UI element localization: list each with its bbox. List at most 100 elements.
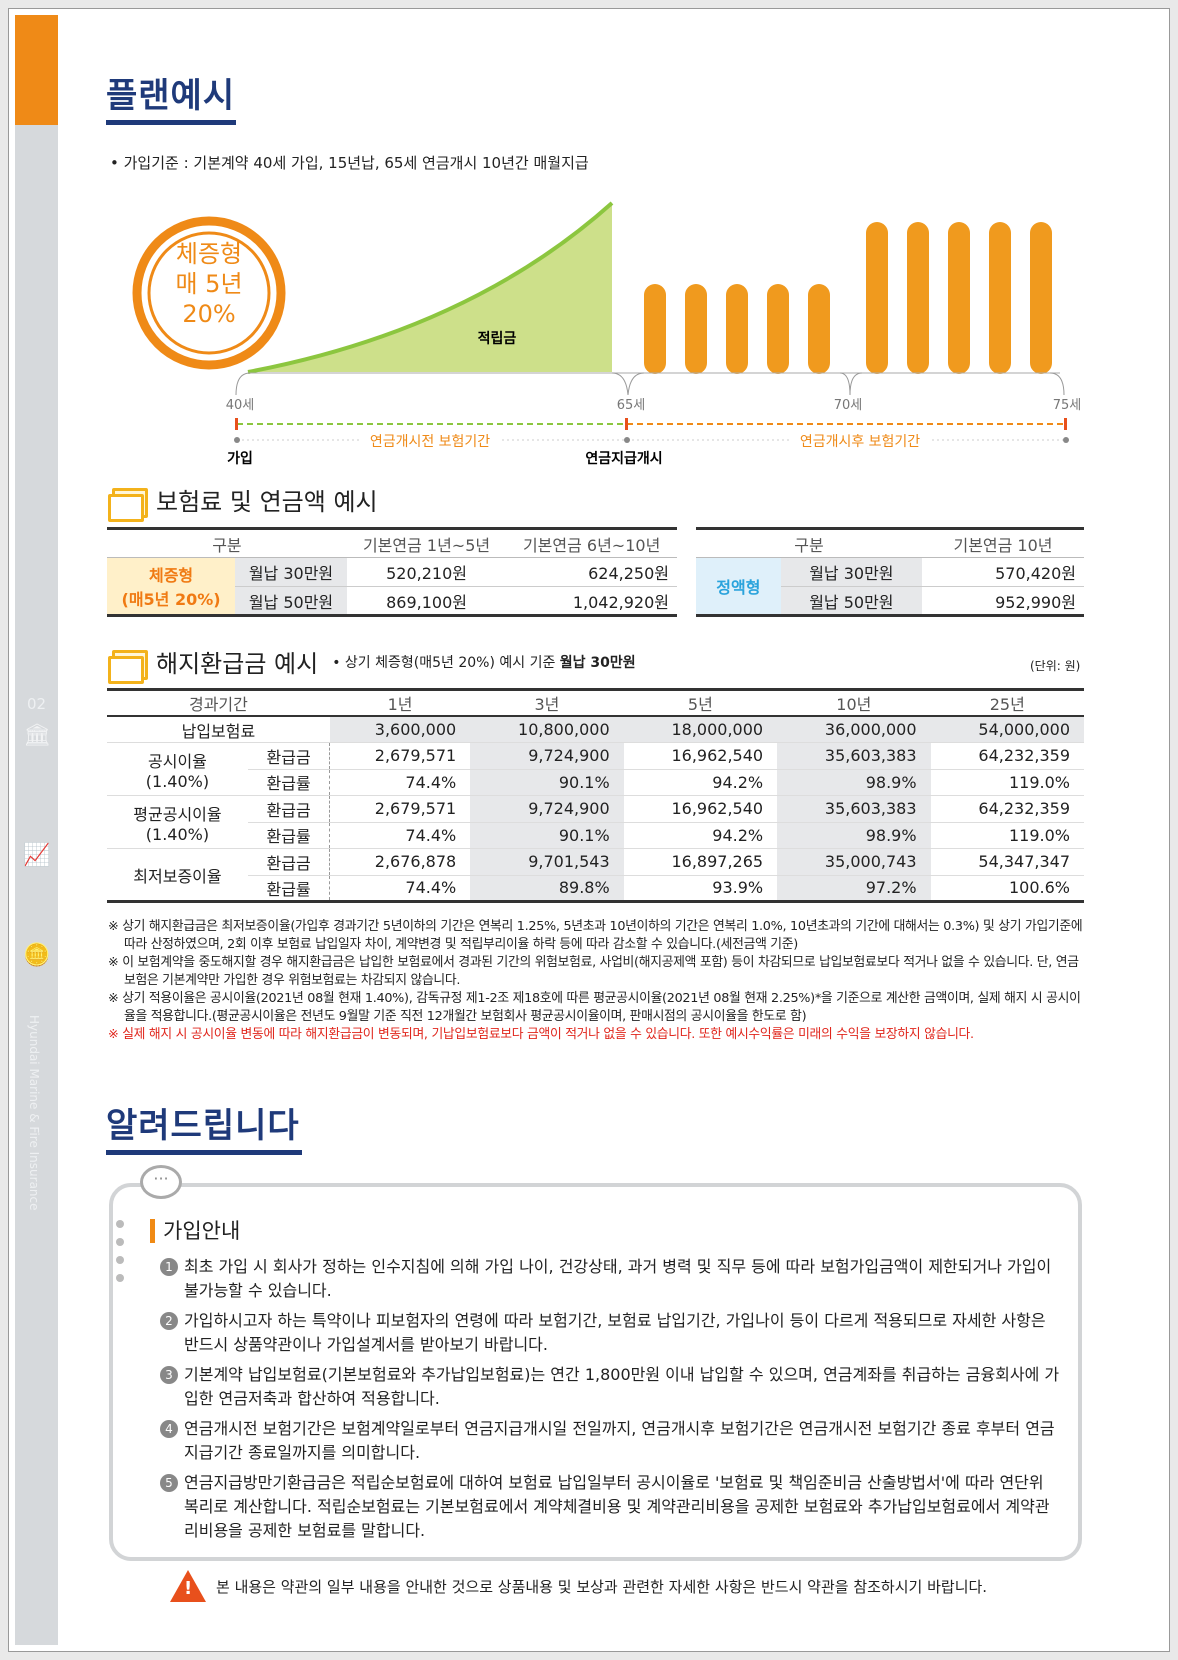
warning-icon: ! bbox=[170, 1570, 206, 1602]
premium-table-increasing: 구분 기본연금 1년~5년 기본연금 6년~10년 체증형 (매5년 20%) 월납 … bbox=[107, 527, 677, 617]
type-badge: 체증형 매 5년 20% bbox=[132, 216, 286, 370]
bar bbox=[685, 284, 707, 374]
table-cell: 16,897,265 bbox=[623, 848, 778, 876]
table-cell: 10년 bbox=[777, 689, 931, 717]
table-cell: 2,679,571 bbox=[329, 795, 471, 823]
side-tab-bar: 02 🏛 📈 🪙 Hyundai Marine & Fire Insurance bbox=[15, 15, 58, 1645]
page-number: 02 bbox=[26, 695, 47, 713]
period-after-label: 연금개시후 보험기간 bbox=[800, 434, 920, 450]
folder-icon bbox=[108, 484, 148, 522]
premium-table-fixed: 구분 기본연금 10년 정액형 월납 30만원 570,420원 월납 50만원 95… bbox=[696, 527, 1084, 617]
table-cell: 54,347,347 bbox=[930, 848, 1084, 876]
age-40: 40세 bbox=[226, 398, 255, 413]
bar bbox=[644, 284, 666, 374]
list-item: 5 연금지급방만기환급금은 적립순보험료에 대하여 보험료 납입일부터 공시이율로… bbox=[160, 1471, 1060, 1543]
table-cell: 1년 bbox=[329, 689, 471, 717]
annuity-bars bbox=[644, 222, 1052, 374]
table-cell: 월납 50만원 bbox=[235, 586, 347, 616]
table-cell: 94.2% bbox=[623, 822, 778, 849]
badge-line-3: 20% bbox=[182, 300, 235, 328]
table-cell: 구분 bbox=[107, 528, 347, 558]
table-cell: 납입보험료 bbox=[107, 716, 330, 743]
table-cell: 74.4% bbox=[329, 875, 471, 902]
notice-list: 1 최초 가입 시 회사가 정하는 인수지침에 의해 가입 나이, 건강상태, 과… bbox=[160, 1255, 1060, 1549]
table-cell: 9,724,900 bbox=[470, 742, 624, 770]
bar bbox=[907, 222, 929, 374]
table-cell: 36,000,000 bbox=[777, 716, 931, 743]
table-cell: 119.0% bbox=[930, 769, 1084, 796]
milestone-join: 가입 bbox=[227, 451, 253, 467]
number-badge: 2 bbox=[160, 1312, 178, 1330]
table-cell: 월납 50만원 bbox=[780, 586, 922, 616]
table-row: 납입보험료 3,600,000 10,800,000 18,000,000 36,000… bbox=[107, 716, 1084, 743]
table-cell: 9,701,543 bbox=[470, 848, 624, 876]
table-row: 공시이율 (1.40%) 환급금 2,679,571 9,724,900 16,962,5… bbox=[107, 742, 1084, 796]
table-cell: 기본연금 10년 bbox=[921, 528, 1084, 558]
table-cell: 월납 30만원 bbox=[780, 557, 922, 587]
age-70: 70세 bbox=[834, 398, 863, 413]
plan-diagram: 체증형 매 5년 20% 적립금 40세 65세 70세 75세 연금개시전 보… bbox=[132, 201, 1082, 467]
table-row: 환급률 74.4% 89.8% 93.9% 97.2% 100.6% bbox=[107, 875, 1084, 902]
table-cell: 경과기간 bbox=[107, 689, 330, 717]
table-row: 최저보증이율 환급금 2,676,878 9,701,543 16,897,265 35,… bbox=[107, 848, 1084, 902]
number-badge: 4 bbox=[160, 1420, 178, 1438]
table-cell: 869,100원 bbox=[346, 586, 507, 616]
title-underline bbox=[106, 120, 236, 125]
folder-icon bbox=[108, 646, 148, 684]
bar bbox=[989, 222, 1011, 374]
table-cell: 환급률 bbox=[247, 875, 331, 902]
rate-label: 공시이율 (1.40%) bbox=[107, 742, 248, 796]
rate-label: 최저보증이율 bbox=[107, 848, 248, 902]
table-cell: 3년 bbox=[470, 689, 624, 717]
table-row: 환급률 74.4% 90.1% 94.2% 98.9% 119.0% bbox=[107, 769, 1084, 796]
table-cell: 98.9% bbox=[777, 769, 931, 796]
table-cell: 3,600,000 bbox=[329, 716, 471, 743]
table-cell: 89.8% bbox=[470, 875, 624, 902]
speech-bubble-icon: ··· bbox=[140, 1165, 182, 1199]
bank-icon: 🏛 bbox=[23, 723, 51, 748]
table-cell: 환급금 bbox=[247, 848, 331, 876]
table-cell: 환급률 bbox=[247, 769, 331, 796]
list-item: 3 기본계약 납입보험료(기본보험료와 추가납입보험료)는 연간 1,800만원 … bbox=[160, 1363, 1060, 1411]
list-item: 2 가입하시고자 하는 특약이나 피보험자의 연령에 따라 보험기간, 보험료 납… bbox=[160, 1309, 1060, 1357]
notice-box-title: 가입안내 bbox=[150, 1219, 240, 1243]
bar bbox=[1030, 222, 1052, 374]
type-cell: 체증형 (매5년 20%) bbox=[107, 557, 236, 616]
number-badge: 5 bbox=[160, 1474, 178, 1492]
milestone-annuity-start: 연금지급개시 bbox=[585, 451, 662, 467]
bar bbox=[808, 284, 830, 374]
table-cell: 952,990원 bbox=[921, 586, 1084, 616]
table-cell: 93.9% bbox=[623, 875, 778, 902]
page-title: 플랜예시 bbox=[106, 76, 236, 116]
table-cell: 624,250원 bbox=[506, 557, 677, 587]
table-cell: 64,232,359 bbox=[930, 742, 1084, 770]
table-cell: 5년 bbox=[623, 689, 778, 717]
table-cell: 100.6% bbox=[930, 875, 1084, 902]
coins-icon: 🪙 bbox=[23, 943, 51, 968]
footer-warning: ! 본 내용은 약관의 일부 내용을 안내한 것으로 상품내용 및 보상과 관련… bbox=[170, 1570, 987, 1602]
list-item: 1 최초 가입 시 회사가 정하는 인수지침에 의해 가입 나이, 건강상태, 과… bbox=[160, 1255, 1060, 1303]
table-row: 평균공시이율 (1.40%) 환급금 2,679,571 9,724,900 16,962… bbox=[107, 795, 1084, 849]
notice-title: 알려드립니다 bbox=[106, 1106, 300, 1146]
table-cell: 구분 bbox=[696, 528, 922, 558]
table-cell: 1,042,920원 bbox=[506, 586, 677, 616]
presentation-chart-icon: 📈 bbox=[23, 843, 51, 868]
table-cell: 74.4% bbox=[329, 769, 471, 796]
table-cell: 570,420원 bbox=[921, 557, 1084, 587]
brand-vertical-text: Hyundai Marine & Fire Insurance bbox=[27, 1015, 41, 1211]
rate-label: 평균공시이율 (1.40%) bbox=[107, 795, 248, 849]
bar bbox=[767, 284, 789, 374]
table-cell: 74.4% bbox=[329, 822, 471, 849]
refund-table: 경과기간 1년 3년 5년 10년 25년 납입보험료 3,600,000 10,800,00… bbox=[107, 688, 1084, 903]
table-cell: 90.1% bbox=[470, 769, 624, 796]
badge-line-2: 매 5년 bbox=[175, 270, 242, 298]
table-cell: 97.2% bbox=[777, 875, 931, 902]
accumulation-area bbox=[248, 203, 612, 372]
unit-label: (단위: 원) bbox=[1030, 659, 1081, 673]
table-cell: 35,603,383 bbox=[777, 742, 931, 770]
table-cell: 94.2% bbox=[623, 769, 778, 796]
age-75: 75세 bbox=[1053, 398, 1082, 413]
section-premium: 보험료 및 연금액 예시 bbox=[108, 482, 378, 522]
accumulation-label: 적립금 bbox=[478, 330, 517, 347]
accumulation-curve bbox=[247, 201, 614, 374]
